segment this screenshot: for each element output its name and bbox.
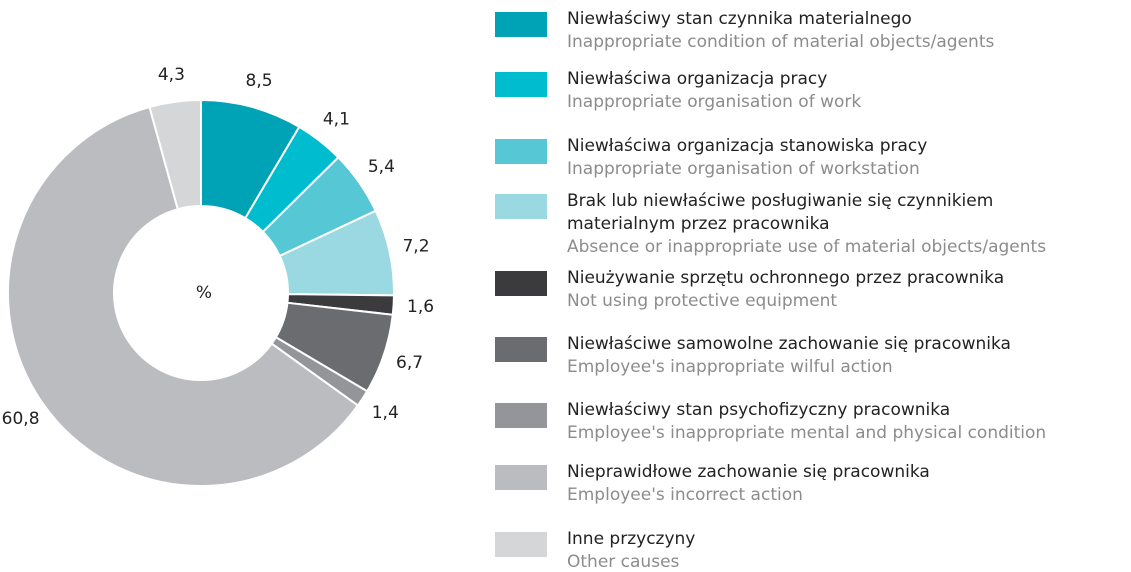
legend-swatch xyxy=(495,72,547,97)
value-label: 7,2 xyxy=(402,236,429,256)
legend-swatch xyxy=(495,194,547,219)
center-label: % xyxy=(196,283,212,303)
legend-swatch xyxy=(495,337,547,362)
legend-swatch xyxy=(495,12,547,37)
value-label: 4,1 xyxy=(323,110,350,130)
legend-label-en: Inappropriate organisation of workstatio… xyxy=(567,159,920,179)
legend-label-en: Absence or inappropriate use of material… xyxy=(567,237,1047,257)
legend-label-en: Not using protective equipment xyxy=(567,291,838,311)
legend-text: Brak lub niewłaściwe posługiwanie się cz… xyxy=(567,190,1067,259)
legend-text: Niewłaściwy stan psychofizyczny pracowni… xyxy=(567,399,1067,445)
legend-label: Nieprawidłowe zachowanie się pracownika xyxy=(567,462,930,482)
legend-label: Niewłaściwy stan czynnika materialnego xyxy=(567,9,912,29)
donut-segment xyxy=(7,105,360,487)
legend-label-en: Employee's inappropriate wilful action xyxy=(567,357,893,377)
legend-text: Niewłaściwe samowolne zachowanie się pra… xyxy=(567,333,1067,379)
legend-text: Nieprawidłowe zachowanie się pracownika E… xyxy=(567,461,1067,507)
value-label: 60,8 xyxy=(2,409,40,429)
legend-label: Brak lub niewłaściwe posługiwanie się cz… xyxy=(567,191,994,234)
legend-text: Nieużywanie sprzętu ochronnego przez pra… xyxy=(567,267,1067,313)
value-label: 8,5 xyxy=(246,71,273,91)
donut-segment xyxy=(148,98,202,211)
legend-label-en: Employee's inappropriate mental and phys… xyxy=(567,423,1047,443)
value-label: 1,4 xyxy=(372,403,399,423)
legend-swatch xyxy=(495,271,547,296)
legend-label-en: Employee's incorrect action xyxy=(567,485,803,505)
legend-swatch xyxy=(495,139,547,164)
legend-label-en: Inappropriate condition of material obje… xyxy=(567,32,995,52)
legend-text: Inne przyczyny Other causes xyxy=(567,528,1067,572)
legend-label: Niewłaściwa organizacja stanowiska pracy xyxy=(567,136,928,156)
legend-label-en: Inappropriate organisation of work xyxy=(567,92,862,112)
legend-text: Niewłaściwy stan czynnika materialnego In… xyxy=(567,8,1067,54)
legend-label: Niewłaściwa organizacja pracy xyxy=(567,69,828,89)
legend-label-en: Other causes xyxy=(567,552,680,572)
chart: % 8,5 4,1 5,4 7,2 1,6 6,7 1,4 60,8 4,3 xyxy=(2,65,434,487)
legend-text: Niewłaściwa organizacja pracy Inappropria… xyxy=(567,68,1067,114)
legend-swatch xyxy=(495,532,547,557)
legend-label: Niewłaściwy stan psychofizyczny pracowni… xyxy=(567,400,951,420)
legend-text: Niewłaściwa organizacja stanowiska pracy… xyxy=(567,135,1067,181)
value-label: 4,3 xyxy=(158,65,185,85)
value-label: 6,7 xyxy=(396,353,423,373)
legend-label: Niewłaściwe samowolne zachowanie się pra… xyxy=(567,334,1011,354)
value-label: 5,4 xyxy=(368,157,395,177)
value-label: 1,6 xyxy=(407,297,434,317)
legend-label: Nieużywanie sprzętu ochronnego przez pra… xyxy=(567,268,1005,288)
legend-label: Inne przyczyny xyxy=(567,529,696,549)
legend-swatch xyxy=(495,465,547,490)
legend-swatch xyxy=(495,403,547,428)
